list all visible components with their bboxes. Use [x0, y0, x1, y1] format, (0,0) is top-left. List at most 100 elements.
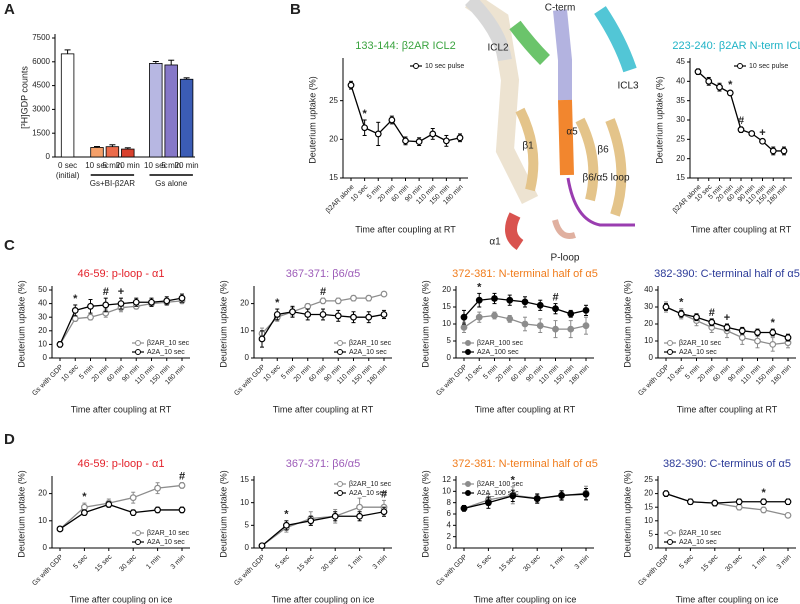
data-point: [485, 499, 492, 507]
data-point: [350, 294, 357, 302]
y-tick-label: 10: [38, 340, 47, 349]
x-axis-label: Time after coupling at RT: [475, 404, 576, 414]
y-tick-label: 0: [46, 152, 51, 161]
data-point: [567, 310, 575, 318]
data-point: [521, 298, 529, 306]
y-tick-label: 10: [442, 319, 451, 328]
y-tick-label: 20: [38, 326, 47, 335]
x-axis-label: Time after coupling on ice: [474, 594, 577, 604]
y-tick-label: 20: [240, 299, 249, 308]
data-point: [738, 327, 746, 335]
data-point: [178, 482, 186, 489]
significance-mark: #: [381, 488, 387, 500]
y-tick-label: 15: [676, 173, 685, 182]
x-tick-label: 5 sec: [72, 553, 89, 570]
chart-title: 223-240: β2AR N-term ICL3: [672, 40, 800, 52]
data-point: [784, 498, 792, 506]
significance-mark: *: [362, 108, 367, 120]
y-tick-label: 5: [447, 336, 452, 345]
data-point: [178, 294, 186, 302]
x-tick-label: 10 sec: [60, 363, 80, 383]
legend-marker: [135, 349, 141, 355]
y-tick-label: 0: [649, 353, 654, 362]
y-tick-label: 5: [245, 520, 250, 529]
legend-label: A2A_10 sec: [349, 349, 387, 356]
y-tick-label: 0: [43, 543, 48, 552]
data-point: [87, 313, 94, 321]
legend-label: 10 sec pulse: [749, 63, 788, 70]
data-point: [533, 495, 541, 503]
chart-title: 46-59: p-loop - α1: [77, 458, 164, 470]
x-tick-label: 20 min: [116, 161, 140, 170]
legend-marker: [667, 530, 673, 536]
legend-marker: [465, 349, 471, 355]
data-point: [735, 503, 743, 511]
data-point: [769, 341, 777, 348]
legend-label: β2AR_10 sec: [349, 340, 392, 347]
data-point: [258, 335, 266, 343]
data-point: [429, 130, 437, 138]
x-tick-label: 10 sec: [85, 161, 109, 170]
y-tick-label: 4: [447, 520, 452, 529]
y-tick-label: 10: [38, 516, 47, 525]
data-point: [80, 503, 88, 511]
panel-label: C: [4, 237, 15, 254]
y-tick-label: 12: [442, 475, 451, 484]
y-tick-label: 6000: [32, 57, 50, 66]
x-tick-label: 30 sec: [118, 553, 138, 573]
legend-marker: [413, 63, 419, 69]
group-label: Gs+BI-β2AR: [90, 179, 136, 188]
data-point: [662, 303, 670, 311]
data-point: [163, 297, 171, 305]
x-tick-label: 15 sec: [296, 553, 316, 573]
structure-label: ICL2: [487, 43, 509, 54]
structure-label: β1: [522, 141, 534, 152]
x-tick-label: 1 min: [145, 554, 162, 571]
data-point: [289, 308, 296, 316]
chart-title: 372-381: N-terminal half of α5: [452, 268, 598, 280]
data-point: [365, 294, 373, 302]
data-point: [347, 81, 355, 89]
data-point: [536, 322, 544, 330]
y-axis-label: Deuterium uptake (%): [16, 470, 26, 558]
x-tick-label: 30 sec: [724, 553, 744, 573]
y-axis-label: Deuterium uptake (%): [307, 76, 317, 164]
y-tick-label: 10: [240, 326, 249, 335]
x-tick-label: 1 min: [347, 554, 364, 571]
data-point: [491, 312, 498, 319]
data-point: [304, 311, 312, 318]
data-point: [105, 501, 113, 508]
y-tick-label: 0: [649, 543, 654, 552]
data-point: [380, 508, 388, 516]
significance-mark: *: [728, 79, 733, 91]
x-tick-label: 0 sec (initial): [56, 161, 80, 180]
data-point: [558, 491, 565, 499]
data-point: [506, 315, 514, 323]
data-point: [402, 137, 409, 145]
y-tick-label: 6: [447, 509, 452, 518]
legend-marker: [337, 340, 343, 346]
legend-marker: [737, 63, 743, 69]
significance-mark: *: [73, 293, 78, 305]
series-line: [665, 492, 788, 504]
legend-marker: [337, 349, 343, 355]
y-axis-label: Deuterium uptake (%): [654, 76, 664, 164]
y-tick-label: 0: [245, 353, 250, 362]
y-tick-label: 30: [676, 115, 685, 124]
x-tick-label: Gs with GDP: [435, 364, 469, 398]
data-point: [154, 484, 162, 492]
x-tick-label: 15 sec: [498, 553, 518, 573]
data-point: [769, 329, 777, 336]
data-point: [760, 506, 767, 514]
x-axis-label: Time after coupling on ice: [676, 594, 779, 604]
data-point: [475, 296, 483, 304]
data-point: [415, 138, 423, 146]
bar: [149, 62, 163, 158]
y-tick-label: 10: [442, 486, 451, 495]
y-tick-label: 20: [644, 319, 653, 328]
data-point: [129, 494, 137, 502]
significance-mark: *: [511, 475, 516, 487]
data-point: [780, 147, 788, 155]
y-tick-label: 4500: [32, 81, 50, 90]
